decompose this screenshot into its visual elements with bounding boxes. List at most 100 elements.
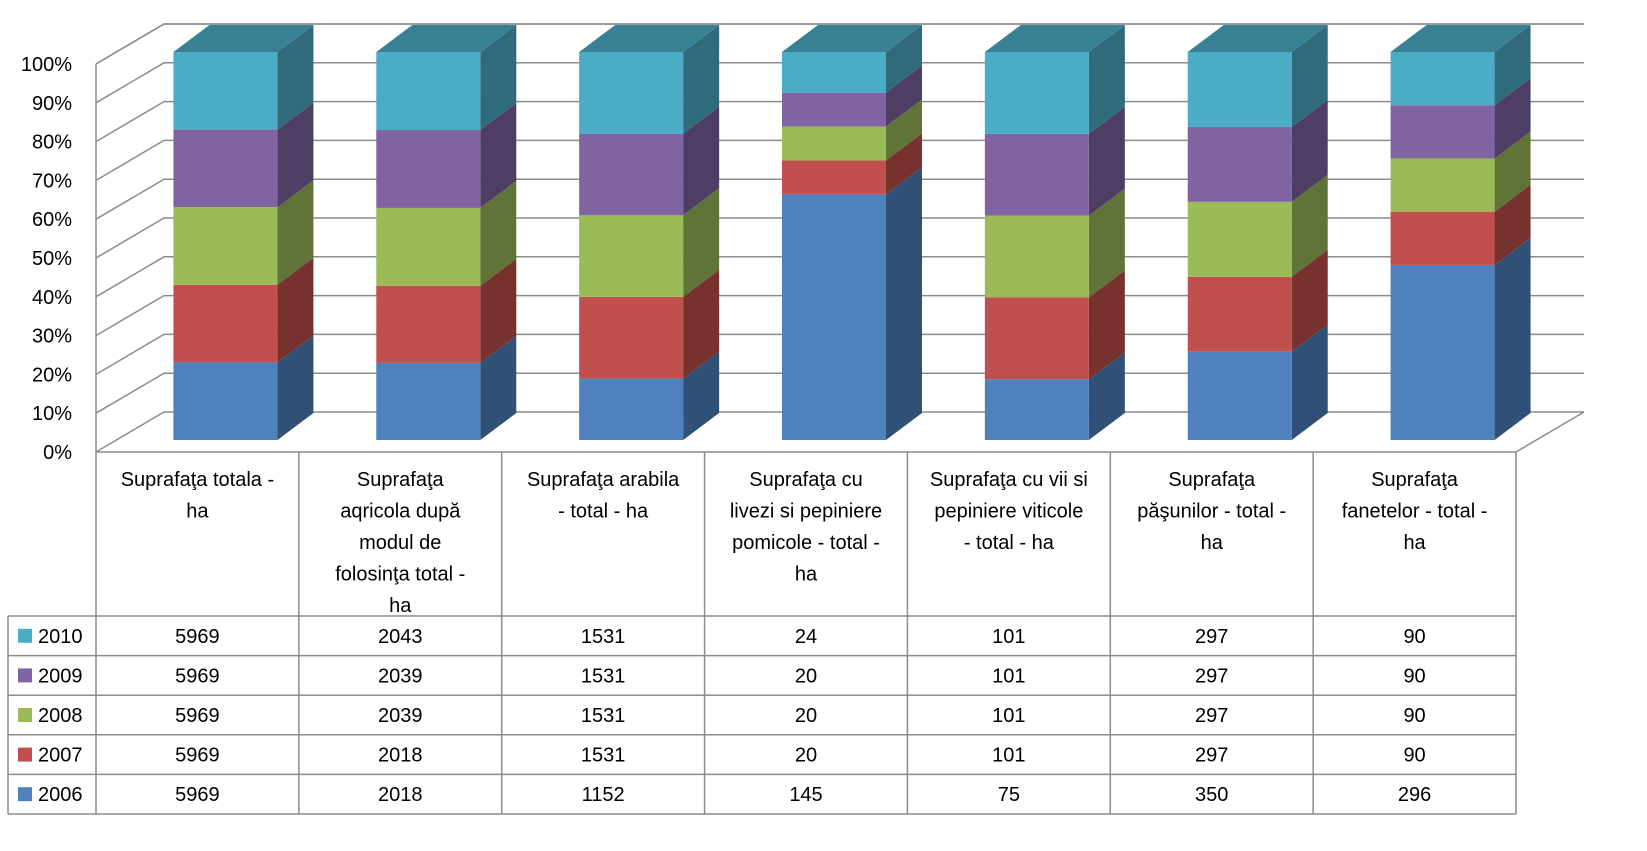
bar-segment (376, 52, 481, 131)
bar-segment (984, 215, 1089, 298)
y-tick-label: 90% (32, 93, 72, 115)
legend-key (18, 668, 32, 683)
series-label: 2008 (38, 705, 83, 727)
bar-segment-side (1088, 270, 1125, 380)
bar-segment-side (480, 180, 517, 286)
bar-segment (579, 133, 684, 216)
data-label: 297 (1195, 626, 1228, 648)
series-label: 2006 (38, 784, 83, 806)
bar-segment-side (277, 335, 314, 440)
legend-key (18, 708, 32, 722)
bar-segment (984, 52, 1089, 134)
y-tick-label: 70% (32, 170, 72, 192)
data-label: 24 (795, 626, 817, 648)
bar-segment (1187, 52, 1292, 127)
bar-segment (376, 285, 481, 363)
data-label: 2043 (378, 626, 423, 648)
bar-segment (1390, 158, 1495, 212)
bar-segment (782, 92, 886, 127)
data-label: 1531 (581, 665, 626, 687)
bar-segment-side (480, 335, 517, 440)
bar-segment (1187, 201, 1292, 277)
bar-segment-side (1494, 78, 1531, 159)
bar-segment-side (277, 180, 314, 285)
bar-segment-side (1088, 25, 1125, 134)
bar-segment (782, 52, 886, 93)
gridline (95, 23, 1584, 65)
y-tick-label: 100% (21, 54, 72, 76)
data-label: 1531 (581, 626, 626, 648)
bar-segment (1187, 276, 1292, 352)
bar-segment (1187, 126, 1292, 202)
bar-segment (376, 362, 481, 440)
bar-segment-side (1291, 174, 1328, 277)
bar-segment (579, 52, 684, 134)
bar-segment (173, 284, 278, 363)
data-label: 101 (992, 745, 1025, 767)
data-label: 5969 (175, 626, 220, 648)
y-tick-label: 10% (32, 403, 72, 425)
bar-top (782, 25, 922, 52)
data-label: 5969 (175, 665, 220, 687)
bar-segment-side (1494, 25, 1531, 106)
bar-segment (376, 207, 481, 286)
data-label: 297 (1195, 705, 1228, 727)
bar-segment-side (480, 25, 517, 131)
bar-segment-side (1291, 99, 1328, 202)
data-label: 1531 (581, 745, 626, 767)
data-label: 2039 (378, 665, 423, 687)
data-label: 350 (1195, 784, 1228, 806)
bar-segment (782, 160, 886, 195)
bar-stack (1390, 25, 1531, 440)
category-label: Suprafaţa arabila - total - ha (527, 469, 680, 523)
data-label: 145 (789, 784, 822, 806)
bar-segment (984, 379, 1089, 440)
legend-key (18, 787, 32, 802)
data-label: 20 (795, 665, 817, 687)
bar-segment (1390, 52, 1495, 106)
data-label: 101 (992, 705, 1025, 727)
bar-segment-side (1088, 188, 1125, 298)
bars (173, 25, 1531, 440)
bar-segment (782, 194, 886, 440)
data-label: 1152 (582, 784, 625, 806)
category-label: Suprafaţa cu livezi si pepiniere pomicole … (730, 469, 882, 586)
data-table: Suprafaţa totala -ha Suprafaţa aqricola du… (7, 452, 1517, 815)
data-label: 5969 (175, 705, 220, 727)
data-label: 90 (1403, 705, 1425, 727)
category-label: Suprafaţa păşunilor - total -ha (1137, 469, 1286, 554)
data-label: 90 (1403, 665, 1425, 687)
bar-top (579, 25, 720, 52)
bar-segment (376, 130, 481, 208)
y-tick-label: 40% (32, 287, 72, 309)
data-label: 101 (992, 665, 1025, 687)
data-label: 20 (795, 745, 817, 767)
data-label: 296 (1398, 784, 1431, 806)
y-tick-label: 80% (32, 132, 72, 154)
bar-top (984, 25, 1125, 52)
bar-segment-side (886, 167, 922, 440)
y-tick-label: 30% (32, 326, 72, 348)
bar-segment (579, 296, 684, 379)
bar-segment (173, 52, 278, 130)
data-label: 90 (1403, 745, 1425, 767)
data-label: 75 (998, 784, 1020, 806)
bar-segment-side (480, 103, 517, 208)
bar-segment-side (277, 25, 314, 130)
bar-segment (173, 207, 278, 285)
data-label: 2018 (378, 745, 423, 767)
bar-top (1390, 25, 1531, 52)
data-label: 1531 (581, 705, 626, 727)
data-label: 2018 (378, 784, 423, 806)
bar-segment-side (886, 65, 922, 127)
bar-segment-side (683, 351, 720, 440)
bar-segment-side (1291, 249, 1328, 352)
bar-segment (1390, 211, 1495, 265)
bar-top (1187, 25, 1328, 52)
bar-segment (173, 129, 278, 208)
bar-segment (579, 215, 684, 297)
bar-stack (173, 25, 314, 440)
y-tick-label: 60% (32, 209, 72, 231)
bar-segment-side (683, 106, 720, 216)
